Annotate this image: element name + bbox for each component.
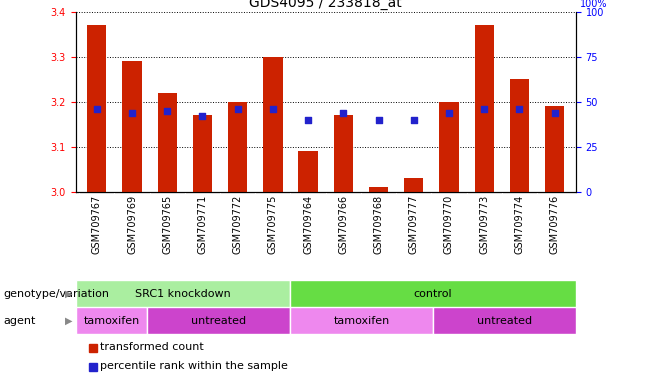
Bar (433, 307, 576, 334)
Title: GDS4095 / 233818_at: GDS4095 / 233818_at (249, 0, 402, 10)
Text: untreated: untreated (477, 316, 532, 326)
Text: GSM709777: GSM709777 (409, 195, 418, 254)
Bar (228, 102, 247, 192)
Text: GSM709767: GSM709767 (92, 195, 102, 254)
Bar (157, 93, 177, 192)
Point (409, 117, 419, 123)
Bar (299, 151, 318, 192)
Bar (440, 102, 459, 192)
Bar (290, 280, 576, 307)
Point (162, 108, 172, 114)
Bar (147, 307, 290, 334)
Bar (510, 79, 529, 192)
Text: GSM709768: GSM709768 (374, 195, 384, 254)
Bar (193, 115, 212, 192)
Text: tamoxifen: tamoxifen (84, 316, 139, 326)
Text: 100%: 100% (580, 0, 607, 9)
Bar (76, 307, 147, 334)
Point (197, 113, 208, 119)
Bar (474, 25, 494, 192)
Text: SRC1 knockdown: SRC1 knockdown (135, 289, 231, 299)
Text: control: control (414, 289, 452, 299)
Point (232, 106, 243, 112)
Text: GSM709769: GSM709769 (127, 195, 137, 254)
Bar (334, 115, 353, 192)
Text: ▶: ▶ (65, 316, 73, 326)
Text: transformed count: transformed count (100, 341, 204, 352)
Bar (263, 57, 282, 192)
Text: GSM709770: GSM709770 (444, 195, 454, 254)
Text: tamoxifen: tamoxifen (334, 316, 390, 326)
Point (303, 117, 313, 123)
Point (479, 106, 490, 112)
Text: GSM709776: GSM709776 (549, 195, 559, 254)
Text: GSM709765: GSM709765 (163, 195, 172, 254)
Point (91, 106, 102, 112)
Bar (122, 61, 141, 192)
Point (127, 109, 138, 116)
Bar (76, 280, 290, 307)
Point (443, 109, 454, 116)
Point (373, 117, 384, 123)
Bar (87, 25, 107, 192)
Text: GSM709774: GSM709774 (515, 195, 524, 254)
Bar (404, 179, 424, 192)
Bar (369, 187, 388, 192)
Bar (545, 106, 565, 192)
Text: GSM709766: GSM709766 (338, 195, 348, 254)
Point (338, 109, 349, 116)
Text: untreated: untreated (191, 316, 246, 326)
Text: percentile rank within the sample: percentile rank within the sample (100, 361, 288, 371)
Text: GSM709764: GSM709764 (303, 195, 313, 254)
Text: GSM709772: GSM709772 (233, 195, 243, 254)
Bar (290, 307, 433, 334)
Text: GSM709775: GSM709775 (268, 195, 278, 254)
Text: GSM709773: GSM709773 (479, 195, 489, 254)
Text: agent: agent (3, 316, 36, 326)
Point (514, 106, 524, 112)
Text: GSM709771: GSM709771 (197, 195, 207, 254)
Text: ▶: ▶ (65, 289, 73, 299)
Point (268, 106, 278, 112)
Text: genotype/variation: genotype/variation (3, 289, 109, 299)
Point (549, 109, 560, 116)
